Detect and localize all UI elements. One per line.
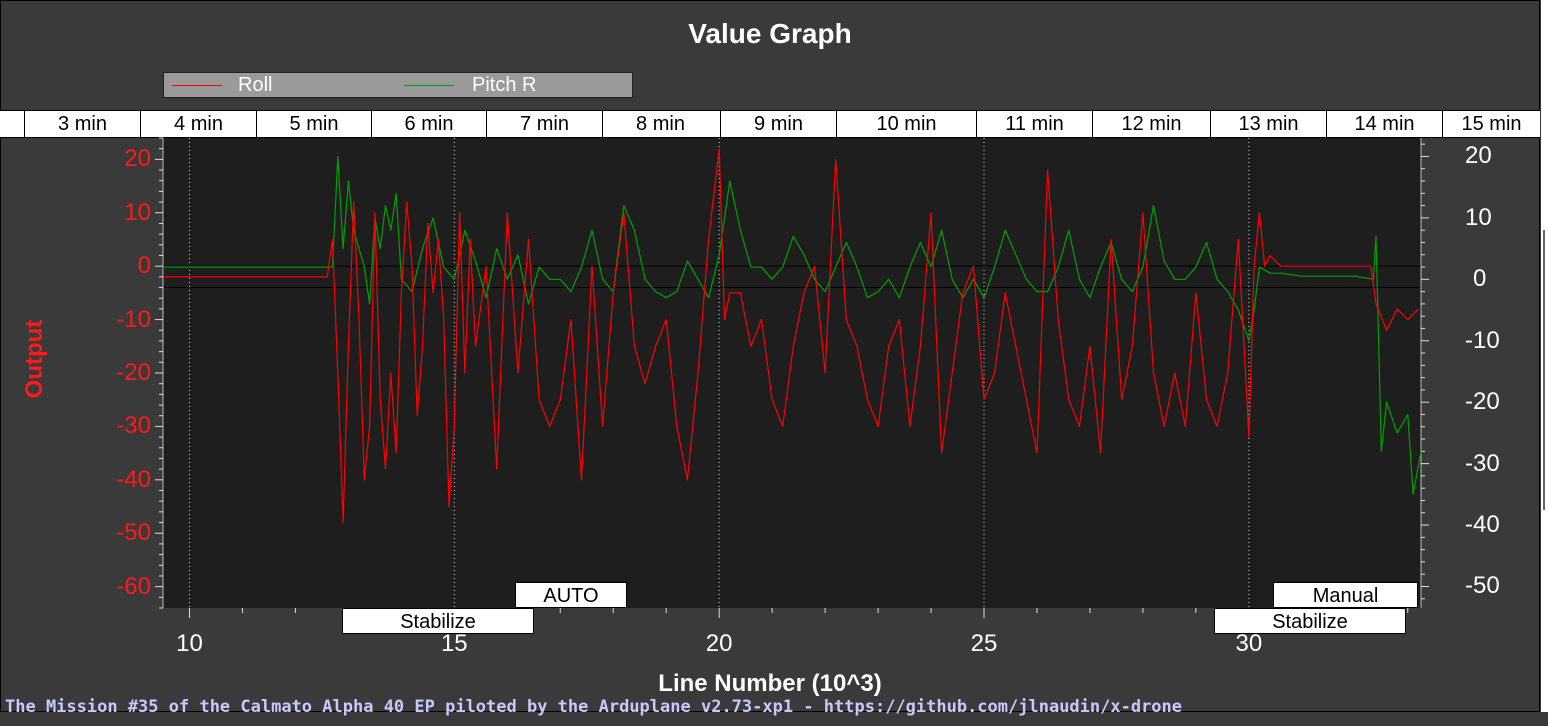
y-tick-label-right: -20	[1465, 388, 1500, 416]
legend-swatch-roll	[172, 85, 222, 86]
x-tick-label: 30	[1235, 630, 1263, 657]
y-tick-label-right: 20	[1465, 142, 1492, 170]
grid-layer	[188, 138, 1250, 608]
legend[interactable]: Roll Pitch R	[163, 72, 633, 98]
y-tick-label-left: -10	[116, 305, 151, 333]
series-line-roll	[163, 148, 1419, 524]
x-tick-label: 15	[440, 630, 468, 657]
y-axis-title: Output	[21, 319, 48, 399]
window-edge-line	[1543, 230, 1545, 510]
mode-label-stabilize: Stabilize	[1214, 608, 1406, 634]
time-label: 12 min	[1092, 111, 1210, 137]
time-label: 11 min	[976, 111, 1092, 137]
y-tick-label-left: -20	[116, 359, 151, 386]
time-label: 3 min	[24, 111, 140, 137]
time-axis-bar: 3 min 4 min 5 min 6 min 7 min 8 min 9 mi…	[0, 110, 1540, 138]
x-tick-label: 25	[970, 630, 998, 657]
y-tick-label-left: -40	[116, 465, 151, 493]
y-tick-label-left: -30	[116, 412, 151, 440]
x-tick-label: 20	[705, 630, 733, 657]
time-label: 7 min	[486, 111, 602, 137]
mode-label-auto: AUTO	[515, 582, 627, 608]
time-label: 14 min	[1326, 111, 1442, 137]
time-label: 8 min	[602, 111, 718, 137]
time-label: 9 min	[720, 111, 836, 137]
x-tick-label: 10	[176, 630, 203, 657]
time-label: 10 min	[836, 111, 976, 137]
y-tick-label-left: -50	[116, 519, 151, 547]
y-tick-label-left: 20	[124, 145, 151, 173]
chart-title: Value Graph	[688, 18, 852, 49]
y-tick-label-right: 0	[1473, 265, 1487, 293]
y-tick-label-right: -50	[1465, 572, 1500, 600]
time-label: 13 min	[1210, 111, 1326, 137]
legend-label-pitch: Pitch R	[472, 74, 537, 96]
mode-label-manual: Manual	[1273, 582, 1418, 608]
y-tick-label-left: -60	[116, 572, 151, 600]
x-axis-title: Line Number (10^3)	[658, 670, 882, 697]
y-tick-label-right: 10	[1465, 203, 1492, 231]
y-tick-label-right: -30	[1465, 449, 1500, 477]
y-tick-label-left: 10	[124, 198, 151, 226]
y-tick-label-left: 0	[137, 252, 151, 280]
time-label: 15 min	[1442, 111, 1540, 137]
series-line-pitch	[163, 155, 1422, 495]
y-tick-label-right: -10	[1465, 326, 1500, 354]
time-label: 6 min	[371, 111, 486, 137]
footer-caption: The Mission #35 of the Calmato Alpha 40 …	[5, 697, 1183, 717]
y-tick-label-right: -40	[1465, 511, 1500, 539]
legend-swatch-pitch	[404, 85, 454, 86]
legend-item-pitch[interactable]: Pitch R	[404, 73, 624, 97]
legend-item-roll[interactable]: Roll	[172, 73, 372, 97]
time-label: 4 min	[140, 111, 256, 137]
frame-border	[0, 0, 1540, 712]
mode-label-stabilize: Stabilize	[342, 608, 534, 634]
legend-label-roll: Roll	[238, 74, 273, 96]
plot-area[interactable]	[163, 138, 1421, 608]
time-label: 5 min	[256, 111, 371, 137]
series-layer	[163, 148, 1422, 524]
